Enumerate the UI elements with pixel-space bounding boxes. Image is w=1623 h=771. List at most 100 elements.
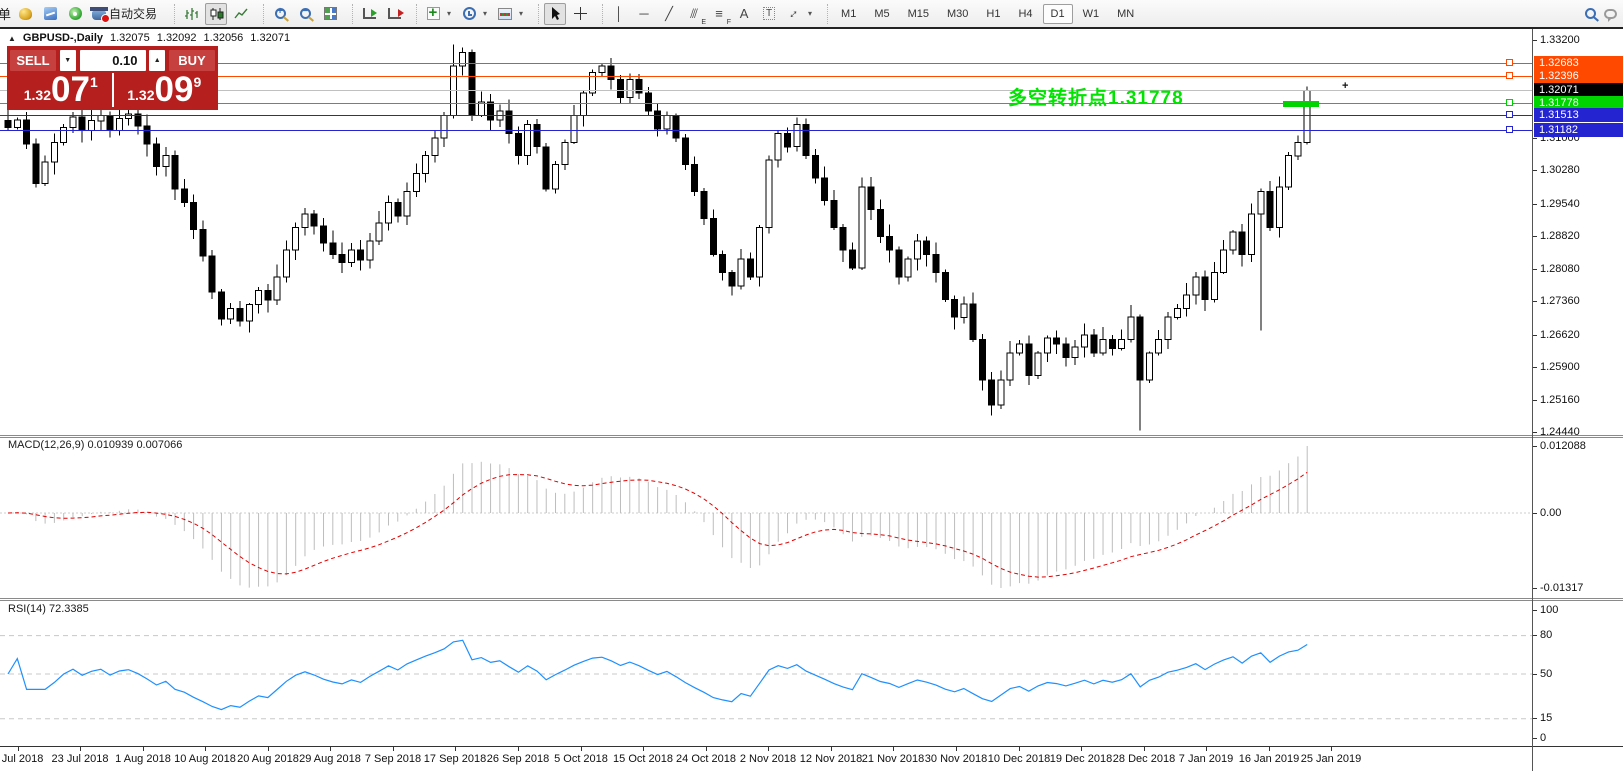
templates-dropdown[interactable] [519,9,527,18]
macd-axis-label: -0.01317 [1540,582,1584,594]
autotrading-button[interactable]: 自动交易 [89,3,163,25]
zoom-out-icon[interactable] [294,3,316,25]
rsi-value: 72.3385 [48,603,89,615]
gold-icon [18,7,32,20]
new-order-button[interactable]: 单 [0,7,12,22]
trendline-tool-icon[interactable] [658,3,680,25]
chat-icon[interactable] [1604,8,1617,22]
date-tick-mark [1269,747,1270,751]
price-tick-label: 1.31000 [1540,132,1580,144]
date-label: 5 Oct 2018 [554,753,608,765]
symbol-name: GBPUSD-,Daily [22,32,103,44]
timeframe-m15[interactable]: M15 [907,7,929,20]
horizontal-line-tool-icon[interactable] [633,3,655,25]
price-chart-canvas[interactable] [0,29,1532,435]
crosshair-icon[interactable] [569,3,591,25]
timeframe-w1[interactable]: W1 [1082,7,1100,20]
timeframe-m1[interactable]: M1 [841,7,857,20]
zoom-in-icon[interactable] [269,3,291,25]
axis-price-label: 1.32071 [1534,83,1623,97]
indicators-dropdown[interactable] [447,9,455,18]
date-tick-mark [706,747,707,751]
separator [596,3,604,24]
signal-icon[interactable] [64,3,86,25]
macd-signal-value: 0.007066 [136,439,183,451]
panel-splitter[interactable] [0,435,1623,438]
timeframe-d1[interactable]: D1 [1042,3,1073,24]
panel-splitter[interactable] [0,598,1623,601]
periods-icon[interactable] [458,3,480,25]
macd-panel-canvas[interactable] [0,438,1532,598]
buy-button[interactable]: BUY [169,49,215,71]
sell-price-small: 1.32 [23,87,51,103]
date-tick-mark [643,747,644,751]
vertical-line-tool-icon[interactable] [608,3,630,25]
chart-shift-icon[interactable] [383,3,405,25]
line-chart-icon[interactable] [230,3,252,25]
template-chart [498,7,513,20]
macd-signal-line [7,471,1308,578]
rsi-label-row: RSI(14) 72.3385 [8,603,89,615]
timeframe-h4[interactable]: H4 [1018,7,1033,20]
templates-icon[interactable] [494,3,516,25]
label-tool-icon[interactable] [758,3,780,25]
autotrading-hat-icon [90,6,111,23]
rsi-panel-canvas[interactable] [0,601,1532,746]
turning-point-annotation[interactable]: 多空转折点1.31778 [1008,87,1184,109]
sell-price-big: 07 [51,70,90,109]
auto-scroll-icon[interactable] [358,3,380,25]
periods-dropdown[interactable] [483,9,491,18]
date-label: 21 Nov 2018 [861,753,925,765]
indicators-icon[interactable] [422,3,444,25]
text-tool-icon[interactable] [733,3,755,25]
timeframe-h1[interactable]: H1 [986,7,1001,20]
date-label: 20 Aug 2018 [237,753,299,765]
chart-title: GBPUSD-,Daily 1.32075 1.32092 1.32056 1.… [8,32,290,44]
timeframe-m30[interactable]: M30 [947,7,969,20]
sell-quote[interactable]: 1.32 07 1 [10,72,112,108]
chart-window-icon [43,7,57,20]
price-axis-line[interactable] [1532,29,1533,771]
fibonacci-tool-icon[interactable] [708,3,731,26]
date-tick-mark [768,747,769,751]
date-tick-mark [893,747,894,751]
crosshair-glyph [573,7,587,20]
ohlc-low: 1.32056 [203,32,244,44]
date-label: 7 Sep 2018 [364,753,422,765]
channel-tool-icon[interactable] [683,3,706,26]
market-watch-icon[interactable] [39,3,61,25]
ohlc-close: 1.32071 [250,32,291,44]
green-line-segment[interactable] [1283,100,1319,107]
sell-button[interactable]: SELL [10,49,56,71]
buy-price-big: 09 [154,70,194,109]
text-label-glyph [762,7,776,20]
separator [257,3,265,24]
funds-icon[interactable] [14,3,36,25]
date-tick-mark [1081,747,1082,751]
macd-name: MACD(12,26,9) [8,439,85,451]
candlestick-chart-icon[interactable] [205,2,228,25]
timeframe-mn[interactable]: MN [1117,7,1135,20]
macd-axis-label: 0.00 [1540,507,1562,519]
lot-increase-button[interactable] [149,49,166,71]
one-click-collapse-arrow[interactable] [8,34,16,43]
tile-windows-icon[interactable] [319,3,341,25]
timeframe-m5[interactable]: M5 [874,7,890,20]
bar-chart-icon[interactable] [180,3,202,25]
date-label: 17 Sep 2018 [423,753,487,765]
cursor-icon[interactable] [544,2,567,25]
arrows-tool-icon[interactable] [783,3,805,25]
date-label: 28 Dec 2018 [1112,753,1176,765]
arrows-dropdown[interactable] [808,9,816,18]
date-tick-mark [268,747,269,751]
date-label: 25 Jan 2019 [1300,753,1362,765]
rsi-name: RSI(14) [8,603,46,615]
lot-decrease-button[interactable] [59,49,76,71]
lot-size-input[interactable]: 0.10 [79,49,146,71]
search-icon[interactable] [1585,8,1596,19]
diagonal-arrows-glyph [786,6,801,21]
axis-price-label: 1.31778 [1534,96,1623,110]
buy-quote[interactable]: 1.32 09 9 [114,72,216,108]
date-label: 2 Nov 2018 [739,753,797,765]
price-tick-label: 1.28080 [1540,263,1580,275]
